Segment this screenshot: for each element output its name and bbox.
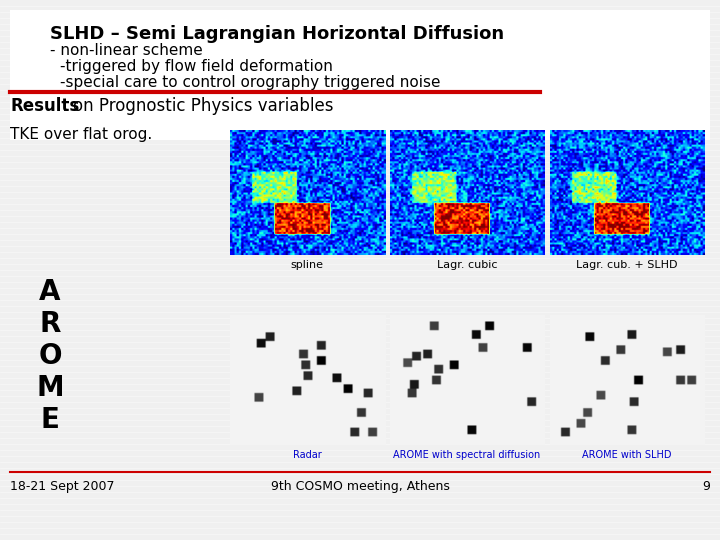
Text: 9th COSMO meeting, Athens: 9th COSMO meeting, Athens (271, 480, 449, 493)
Text: 18-21 Sept 2007: 18-21 Sept 2007 (10, 480, 114, 493)
Text: Lagr. cubic: Lagr. cubic (437, 260, 498, 270)
Text: A: A (40, 278, 60, 306)
Text: SLHD – Semi Lagrangian Horizontal Diffusion: SLHD – Semi Lagrangian Horizontal Diffus… (50, 25, 504, 43)
Text: Radar: Radar (292, 450, 321, 460)
Text: Lagr. cub. + SLHD: Lagr. cub. + SLHD (576, 260, 678, 270)
Text: - non-linear scheme: - non-linear scheme (50, 43, 203, 58)
Text: R: R (40, 310, 60, 338)
Text: AROME with SLHD: AROME with SLHD (582, 450, 672, 460)
Text: 9: 9 (702, 480, 710, 493)
Text: AROME with spectral diffusion: AROME with spectral diffusion (393, 450, 541, 460)
Text: -triggered by flow field deformation: -triggered by flow field deformation (60, 59, 333, 74)
Text: O: O (38, 342, 62, 370)
Text: Results: Results (10, 97, 79, 115)
Text: : on Prognostic Physics variables: : on Prognostic Physics variables (62, 97, 333, 115)
Text: spline: spline (290, 260, 323, 270)
Text: TKE over flat orog.: TKE over flat orog. (10, 127, 152, 142)
Text: M: M (36, 374, 64, 402)
Text: -special care to control orography triggered noise: -special care to control orography trigg… (60, 75, 441, 90)
FancyBboxPatch shape (10, 10, 710, 140)
Text: E: E (40, 406, 60, 434)
